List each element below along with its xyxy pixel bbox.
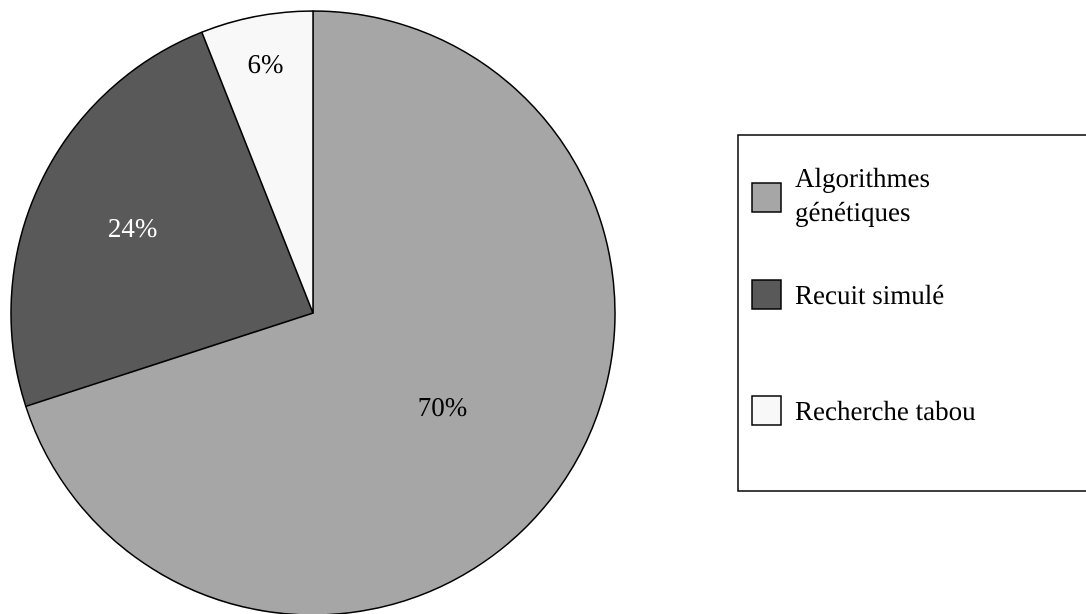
legend-label-line: Recuit simulé [795,280,944,310]
legend-label-algorithmes-genetiques: Algorithmes génétiques [795,163,930,227]
legend-label-recuit-simule: Recuit simulé [795,280,944,310]
pie-slice-recherche-tabou [200,10,314,314]
slice-label-recherche-tabou: 6% [247,49,283,79]
legend-label-line: Algorithmes [795,163,930,193]
slice-label-recuit-simule: 24% [108,213,158,243]
legend-box [737,134,1086,492]
pie-slice-labels: 70% 24% 6% [108,49,467,422]
slice-label-algorithmes-genetiques: 70% [418,392,468,422]
legend-swatch-recuit-simule [751,279,782,310]
legend-swatch-recherche-tabou [751,395,782,426]
legend-label-line: Recherche tabou [795,396,976,426]
legend-label-line: génétiques [795,197,910,227]
pie-slices [10,10,616,614]
legend: Algorithmes génétiques Recuit simulé Recher… [737,134,1086,492]
pie-slice-algorithmes-genetiques [24,10,616,614]
legend-swatch-algorithmes-genetiques [751,182,782,213]
pie-slice-recuit-simule [10,31,314,408]
legend-label-recherche-tabou: Recherche tabou [795,396,976,426]
legend-items: Algorithmes génétiques Recuit simulé Recher… [751,163,976,426]
